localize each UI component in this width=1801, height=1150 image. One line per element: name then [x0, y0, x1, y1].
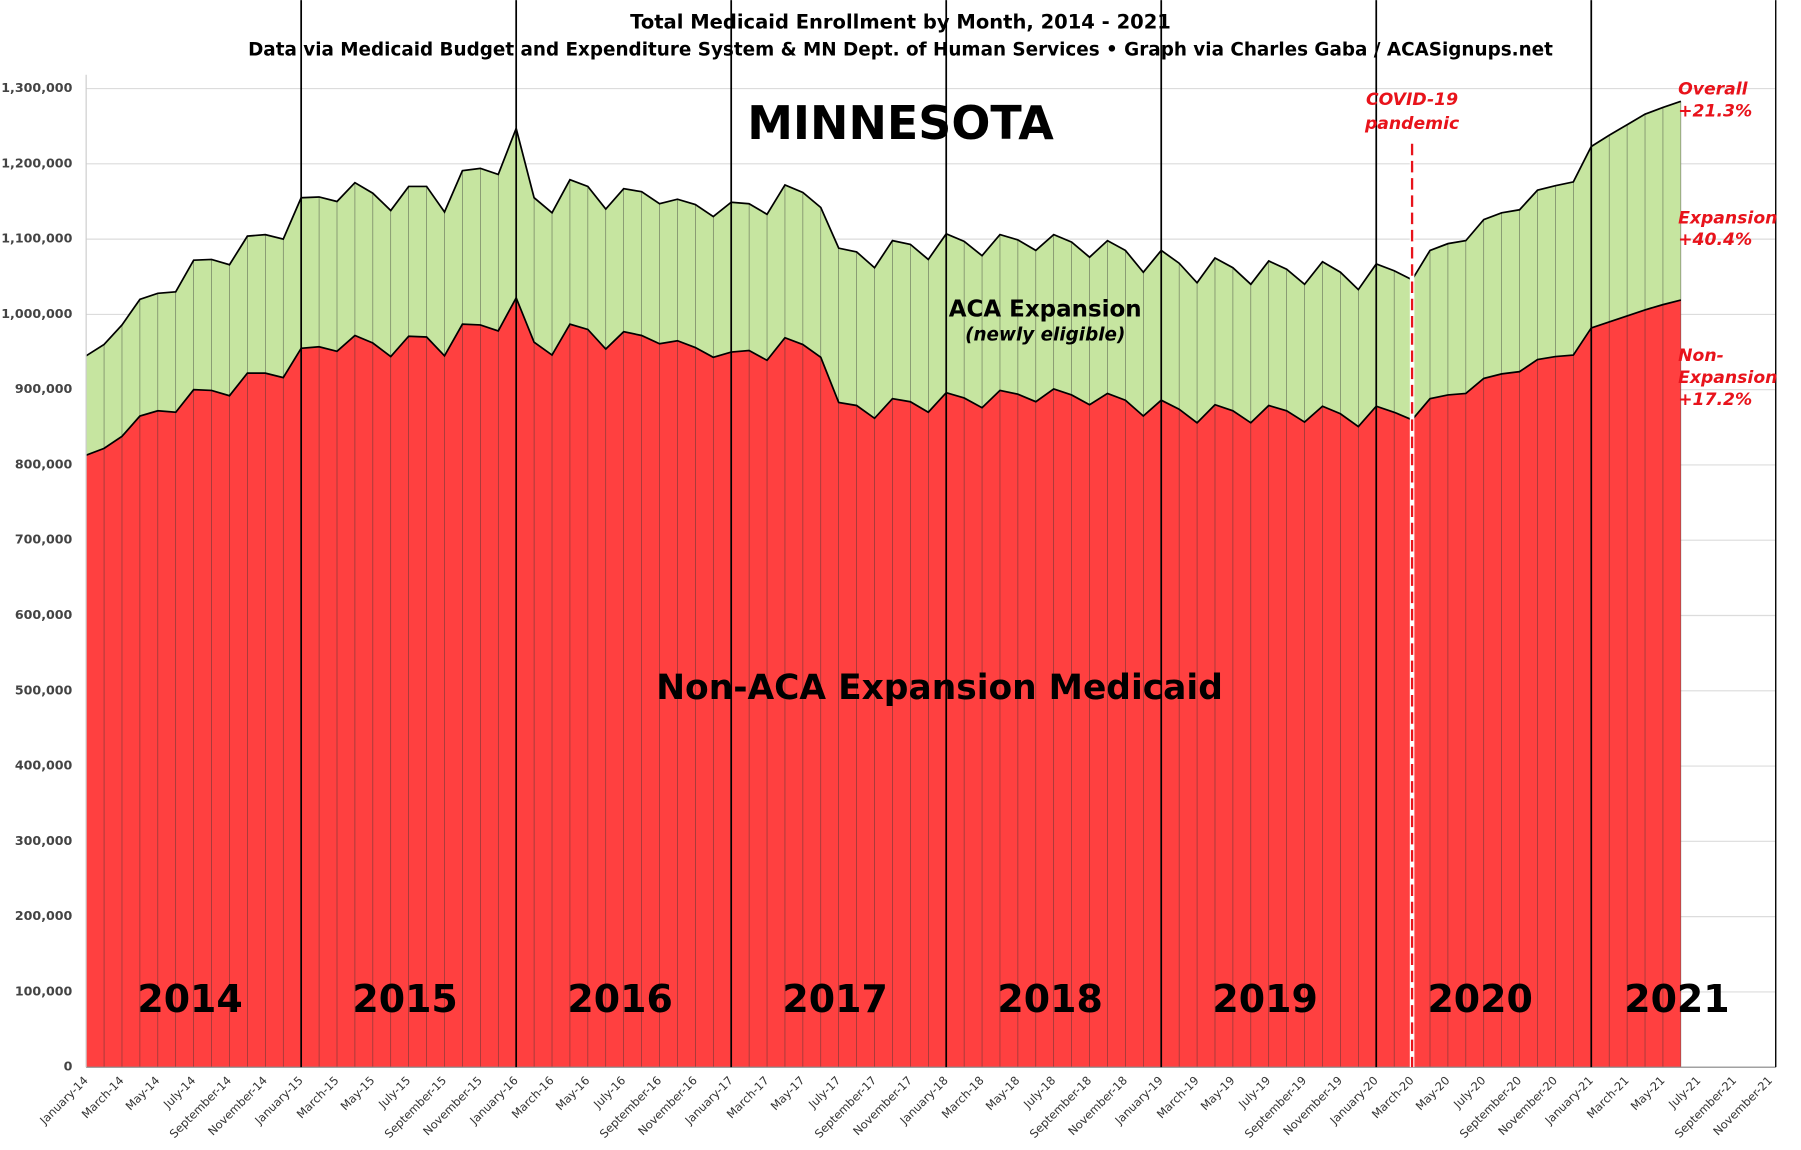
y-tick-label: 1,200,000	[1, 155, 72, 170]
y-tick-label: 0	[64, 1059, 73, 1074]
year-label: 2014	[137, 977, 242, 1021]
year-label: 2016	[567, 977, 672, 1021]
side-note: +17.2%	[1678, 390, 1752, 410]
series-label: Non-ACA Expansion Medicaid	[656, 668, 1223, 708]
chart-subtitle: Data via Medicaid Budget and Expenditure…	[248, 40, 1553, 61]
event-label: COVID-19	[1366, 90, 1458, 110]
y-tick-label: 1,300,000	[1, 80, 72, 95]
area-note: (newly eligible)	[965, 325, 1125, 346]
y-tick-label: 700,000	[15, 532, 73, 547]
y-tick-label: 300,000	[15, 833, 73, 848]
year-label: 2015	[352, 977, 457, 1021]
side-note: Expansion	[1678, 208, 1777, 228]
side-note: Overall	[1678, 80, 1749, 100]
side-note: Non-	[1678, 346, 1724, 366]
year-label: 2017	[782, 977, 887, 1021]
y-tick-label: 100,000	[15, 983, 73, 998]
year-label: 2021	[1624, 977, 1729, 1021]
year-label: 2019	[1212, 977, 1317, 1021]
side-note: +40.4%	[1678, 230, 1752, 250]
area-non-expansion	[86, 297, 1681, 1068]
year-label: 2020	[1427, 977, 1532, 1021]
area-expansion	[86, 101, 1681, 456]
y-tick-label: 500,000	[15, 682, 73, 697]
line-total	[85, 100, 1682, 357]
chart-title: Total Medicaid Enrollment by Month, 2014…	[630, 11, 1171, 34]
y-tick-label: 400,000	[15, 758, 73, 773]
y-tick-label: 1,000,000	[1, 306, 72, 321]
y-tick-label: 600,000	[15, 607, 73, 622]
heading: MINNESOTA	[747, 96, 1054, 150]
side-note: Expansion	[1678, 368, 1777, 388]
y-tick-label: 1,100,000	[1, 231, 72, 246]
event-label: pandemic	[1364, 114, 1459, 134]
side-note: +21.3%	[1678, 102, 1752, 122]
year-label: 2018	[997, 977, 1102, 1021]
y-tick-label: 800,000	[15, 456, 73, 471]
y-tick-label: 200,000	[15, 908, 73, 923]
y-tick-label: 900,000	[15, 381, 73, 396]
series-label: ACA Expansion	[949, 297, 1142, 323]
line-non-expansion	[85, 295, 1682, 456]
